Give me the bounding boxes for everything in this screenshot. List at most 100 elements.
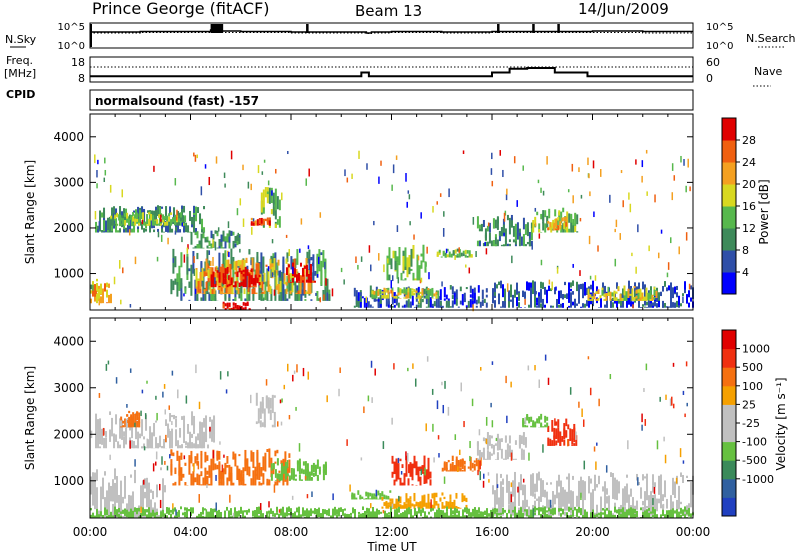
- heatmap-cell: [518, 495, 520, 504]
- heatmap-cell: [133, 210, 136, 213]
- heatmap-cell: [439, 289, 442, 300]
- heatmap-cell: [460, 252, 463, 257]
- heatmap-speckle: [567, 439, 569, 447]
- heatmap-cell: [292, 512, 294, 518]
- heatmap-cell: [468, 510, 470, 516]
- heatmap-speckle: [351, 173, 353, 179]
- heatmap-speckle: [323, 294, 325, 301]
- heatmap-cell: [274, 277, 277, 301]
- heatmap-cell: [568, 492, 570, 502]
- heatmap-cell: [640, 507, 642, 511]
- heatmap-cell: [578, 506, 580, 513]
- heatmap-cell: [98, 288, 100, 301]
- heatmap-cell: [238, 282, 241, 288]
- heatmap-cell: [457, 461, 460, 470]
- heatmap-cell: [218, 481, 221, 486]
- heatmap-speckle: [134, 256, 137, 265]
- heatmap-cell: [589, 294, 592, 298]
- heatmap-speckle: [671, 396, 673, 406]
- heatmap-cell: [160, 467, 162, 471]
- heatmap-speckle: [144, 413, 147, 420]
- heatmap-cell: [678, 295, 680, 306]
- heatmap-speckle: [382, 509, 385, 514]
- heatmap-cell: [108, 482, 110, 494]
- heatmap-cell: [576, 303, 578, 306]
- heatmap-cell: [284, 462, 287, 473]
- heatmap-speckle: [273, 289, 276, 296]
- heatmap-cell: [214, 290, 217, 301]
- heatmap-speckle: [441, 381, 443, 386]
- heatmap-cell: [242, 273, 245, 277]
- heatmap-cell: [127, 224, 130, 233]
- heatmap-cell: [236, 514, 238, 518]
- heatmap-cell: [230, 230, 233, 236]
- heatmap-cell: [130, 495, 132, 518]
- heatmap-cell: [462, 253, 465, 257]
- heatmap-speckle: [572, 263, 574, 268]
- heatmap-speckle: [172, 503, 174, 509]
- heatmap-cell: [528, 510, 530, 516]
- heatmap-cell: [498, 297, 500, 302]
- heatmap-cell: [230, 248, 233, 270]
- colorbar-tick-label: 28: [742, 134, 756, 147]
- heatmap-cell: [565, 430, 568, 438]
- heatmap-cell: [132, 222, 135, 226]
- heatmap-speckle: [505, 193, 508, 201]
- heatmap-cell: [411, 290, 414, 296]
- noise-spike: [210, 24, 224, 33]
- heatmap-cell: [385, 495, 388, 498]
- heatmap-cell: [383, 291, 386, 299]
- heatmap-cell: [113, 433, 116, 449]
- heatmap-cell: [174, 219, 177, 225]
- heatmap-cell: [558, 304, 560, 308]
- heatmap-speckle: [502, 169, 504, 178]
- heatmap-cell: [387, 504, 390, 509]
- heatmap-cell: [206, 236, 209, 242]
- heatmap-cell: [250, 217, 253, 221]
- heatmap-cell: [278, 513, 280, 518]
- heatmap-speckle: [579, 217, 582, 222]
- heatmap-cell: [293, 258, 296, 270]
- heatmap-cell: [218, 509, 220, 515]
- heatmap-cell: [250, 260, 253, 266]
- freq-unit-label: [MHz]: [4, 67, 36, 80]
- heatmap-speckle: [120, 299, 122, 305]
- heatmap-cell: [645, 287, 648, 296]
- heatmap-speckle: [511, 255, 513, 264]
- heatmap-cell: [636, 510, 638, 514]
- heatmap-cell: [208, 483, 211, 486]
- heatmap-cell: [285, 267, 288, 270]
- heatmap-cell: [301, 276, 304, 283]
- heatmap-cell: [522, 418, 525, 426]
- heatmap-cell: [160, 511, 162, 516]
- heatmap-cell: [626, 474, 628, 478]
- heatmap-cell: [322, 250, 325, 268]
- heatmap-cell: [674, 510, 676, 514]
- heatmap-cell: [196, 453, 199, 461]
- heatmap-cell: [409, 465, 412, 471]
- heatmap-cell: [134, 413, 137, 425]
- heatmap-cell: [419, 476, 422, 486]
- heatmap-cell: [199, 429, 202, 443]
- heatmap-cell: [202, 233, 205, 239]
- heatmap-cell: [467, 466, 470, 469]
- heatmap-speckle: [208, 176, 211, 186]
- heatmap-cell: [385, 503, 388, 509]
- heatmap-cell: [322, 464, 325, 474]
- heatmap-cell: [176, 222, 179, 226]
- heatmap-cell: [547, 227, 550, 231]
- heatmap-speckle: [206, 484, 208, 489]
- heatmap-cell: [427, 500, 430, 509]
- heatmap-cell: [116, 223, 119, 226]
- heatmap-cell: [415, 304, 418, 308]
- heatmap-cell: [542, 507, 544, 515]
- heatmap-cell: [152, 215, 155, 223]
- heatmap-cell: [328, 289, 331, 299]
- heatmap-cell: [442, 512, 444, 518]
- heatmap-cell: [276, 509, 278, 513]
- heatmap-cell: [668, 512, 670, 518]
- heatmap-cell: [146, 217, 149, 221]
- heatmap-cell: [234, 282, 237, 301]
- heatmap-cell: [404, 278, 407, 281]
- heatmap-cell: [179, 229, 182, 233]
